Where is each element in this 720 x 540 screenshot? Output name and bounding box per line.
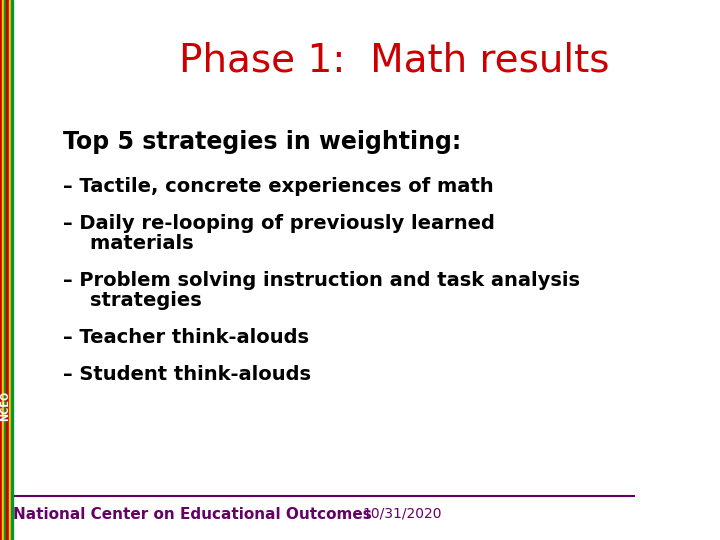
Text: National Center on Educational Outcomes: National Center on Educational Outcomes bbox=[13, 507, 372, 522]
Text: – Problem solving instruction and task analysis: – Problem solving instruction and task a… bbox=[63, 271, 580, 290]
Text: – Tactile, concrete experiences of math: – Tactile, concrete experiences of math bbox=[63, 177, 493, 195]
Text: Phase 1:  Math results: Phase 1: Math results bbox=[179, 42, 610, 80]
Text: – Student think-alouds: – Student think-alouds bbox=[63, 366, 311, 384]
Text: – Daily re-looping of previously learned: – Daily re-looping of previously learned bbox=[63, 214, 495, 233]
Text: 10/31/2020: 10/31/2020 bbox=[362, 507, 441, 521]
Text: Top 5 strategies in weighting:: Top 5 strategies in weighting: bbox=[63, 130, 461, 154]
Text: strategies: strategies bbox=[63, 291, 202, 310]
Text: NCEO: NCEO bbox=[0, 391, 10, 421]
Text: – Teacher think-alouds: – Teacher think-alouds bbox=[63, 328, 309, 347]
Text: materials: materials bbox=[63, 234, 194, 253]
